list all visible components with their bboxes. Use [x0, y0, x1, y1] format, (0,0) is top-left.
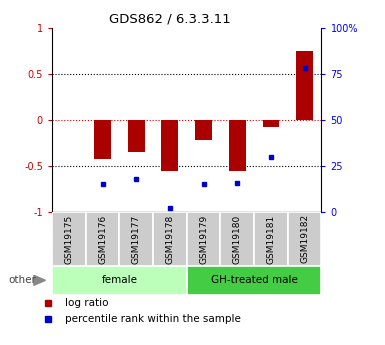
Bar: [187, 266, 321, 295]
Text: GSM19181: GSM19181: [266, 214, 275, 264]
Bar: [52, 212, 85, 266]
Bar: [85, 212, 119, 266]
Text: percentile rank within the sample: percentile rank within the sample: [65, 314, 241, 324]
Bar: [52, 266, 187, 295]
Text: female: female: [101, 275, 137, 285]
Text: GSM19180: GSM19180: [233, 214, 242, 264]
Bar: [220, 212, 254, 266]
Bar: [263, 120, 280, 127]
Polygon shape: [34, 275, 45, 285]
Text: GH-treated male: GH-treated male: [211, 275, 298, 285]
Bar: [153, 212, 187, 266]
Bar: [288, 212, 321, 266]
Bar: [187, 212, 220, 266]
Text: GSM19175: GSM19175: [64, 214, 73, 264]
Text: other: other: [8, 275, 36, 285]
Text: log ratio: log ratio: [65, 298, 109, 308]
Text: GSM19179: GSM19179: [199, 214, 208, 264]
Text: GDS862 / 6.3.3.11: GDS862 / 6.3.3.11: [109, 12, 230, 25]
Bar: [254, 212, 288, 266]
Bar: [94, 120, 111, 159]
Bar: [161, 120, 178, 171]
Bar: [229, 120, 246, 171]
Text: GSM19182: GSM19182: [300, 214, 309, 264]
Text: GSM19176: GSM19176: [98, 214, 107, 264]
Bar: [195, 120, 212, 140]
Text: GSM19178: GSM19178: [166, 214, 174, 264]
Bar: [119, 212, 153, 266]
Bar: [296, 51, 313, 120]
Text: GSM19177: GSM19177: [132, 214, 141, 264]
Bar: [128, 120, 145, 152]
